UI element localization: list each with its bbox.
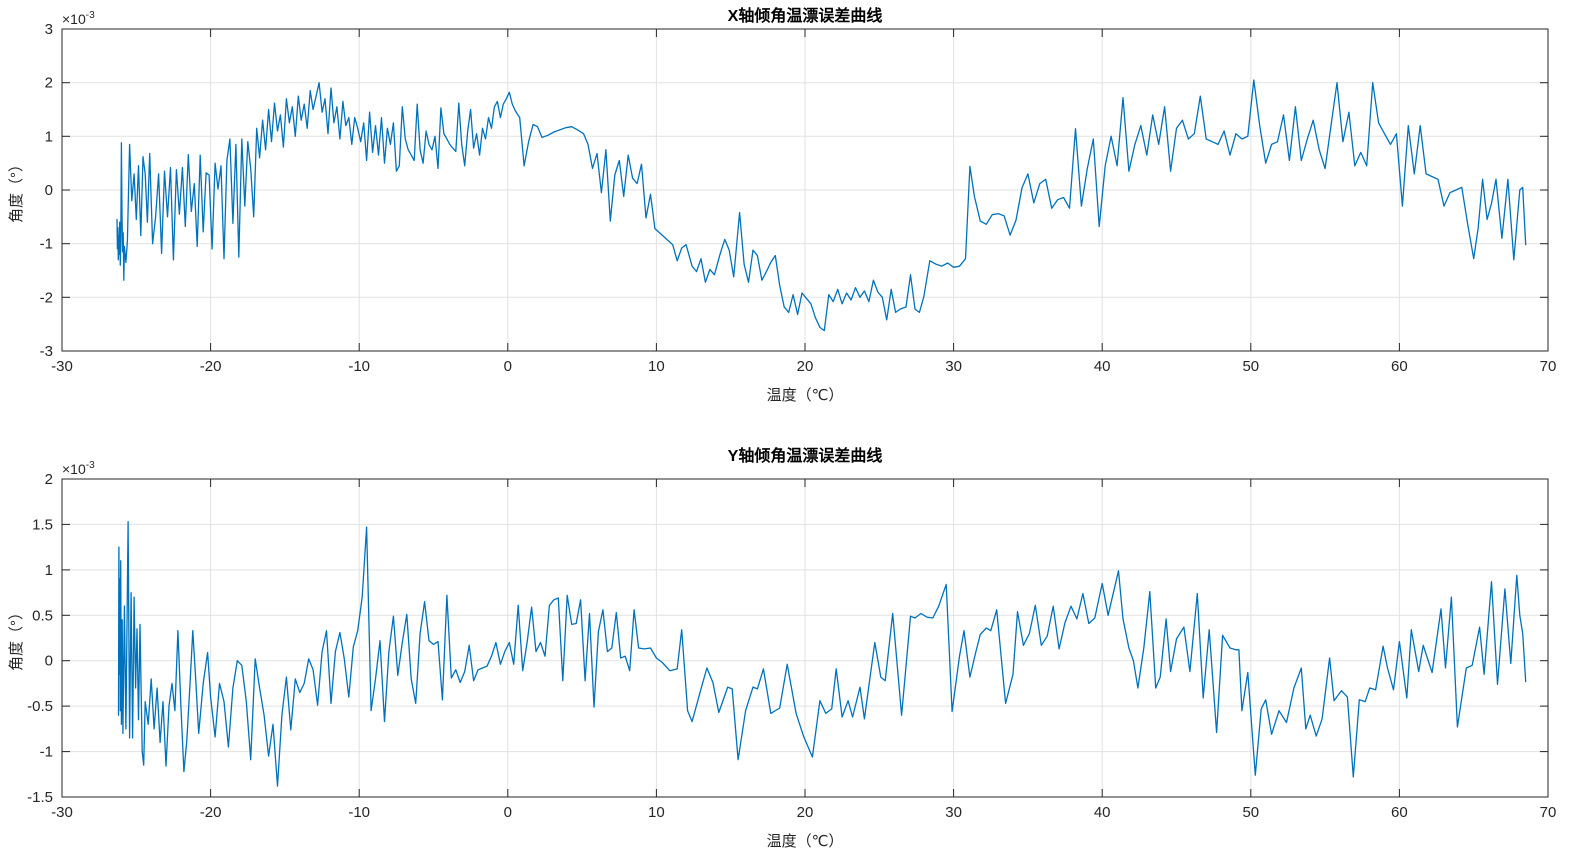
y-tick-label: 0.5: [32, 607, 53, 624]
chart-title-x: X轴倾角温漂误差曲线: [728, 6, 883, 25]
x-tick-label: 60: [1391, 804, 1408, 821]
x-tick-label: 0: [504, 804, 512, 821]
chart-title-y: Y轴倾角温漂误差曲线: [728, 446, 883, 465]
data-line: [116, 79, 1527, 332]
x-tick-label: 40: [1094, 358, 1111, 375]
y-tick-label: 0: [45, 653, 53, 670]
y-tick-label: -1.5: [27, 789, 53, 806]
y-tick-label: -1: [40, 744, 53, 761]
x-tilt-chart: X轴倾角温漂误差曲线 ×10-3 角度（°） 温度（℃） -30 -20 -10 0 1…: [8, 6, 1556, 404]
y-axis-exponent: ×10-3: [62, 10, 95, 27]
plot-area: -30 -20 -10 0 10 20 30 40 50 60 70 -1.5 -1 -0.5 0 0.5 1 1…: [27, 471, 1556, 821]
x-tick-label: 30: [945, 358, 962, 375]
x-tick-label: -10: [348, 358, 370, 375]
y-tick-label: -1: [40, 236, 53, 253]
y-tick-label: 1: [45, 128, 53, 145]
y-tick-label: 2: [45, 471, 53, 488]
y-tilt-chart: Y轴倾角温漂误差曲线 ×10-3 角度（°） 温度（℃） -30 -20 -10 0 1…: [8, 446, 1556, 850]
y-tick-label: 3: [45, 21, 53, 38]
x-tick-label: 30: [945, 804, 962, 821]
x-tick-label: 20: [797, 358, 814, 375]
y-axis-label: 角度（°）: [8, 157, 25, 223]
x-tick-label: 50: [1242, 804, 1259, 821]
x-tick-label: -20: [200, 358, 222, 375]
x-tick-label: 50: [1242, 358, 1259, 375]
data-line: [117, 521, 1527, 787]
x-tick-label: 70: [1540, 358, 1557, 375]
x-tick-label: -30: [51, 804, 73, 821]
x-tick-label: -30: [51, 358, 73, 375]
y-tick-label: -2: [40, 289, 53, 306]
y-tick-label: 1: [45, 562, 53, 579]
x-tick-label: -10: [348, 804, 370, 821]
y-tick-label: 2: [45, 75, 53, 92]
x-tick-label: 0: [504, 358, 512, 375]
y-axis-label: 角度（°）: [8, 605, 25, 671]
y-tick-label: -0.5: [27, 698, 53, 715]
x-tick-label: -20: [200, 804, 222, 821]
x-tick-label: 20: [797, 804, 814, 821]
x-tick-label: 10: [648, 804, 665, 821]
x-axis-label: 温度（℃）: [767, 833, 844, 850]
x-axis-label: 温度（℃）: [767, 387, 844, 404]
x-tick-label: 60: [1391, 358, 1408, 375]
y-tick-label: 1.5: [32, 516, 53, 533]
x-tick-label: 40: [1094, 804, 1111, 821]
x-tick-label: 70: [1540, 804, 1557, 821]
y-tick-label: -3: [40, 343, 53, 360]
y-axis-exponent: ×10-3: [62, 460, 95, 477]
y-tick-label: 0: [45, 182, 53, 199]
x-tick-label: 10: [648, 358, 665, 375]
